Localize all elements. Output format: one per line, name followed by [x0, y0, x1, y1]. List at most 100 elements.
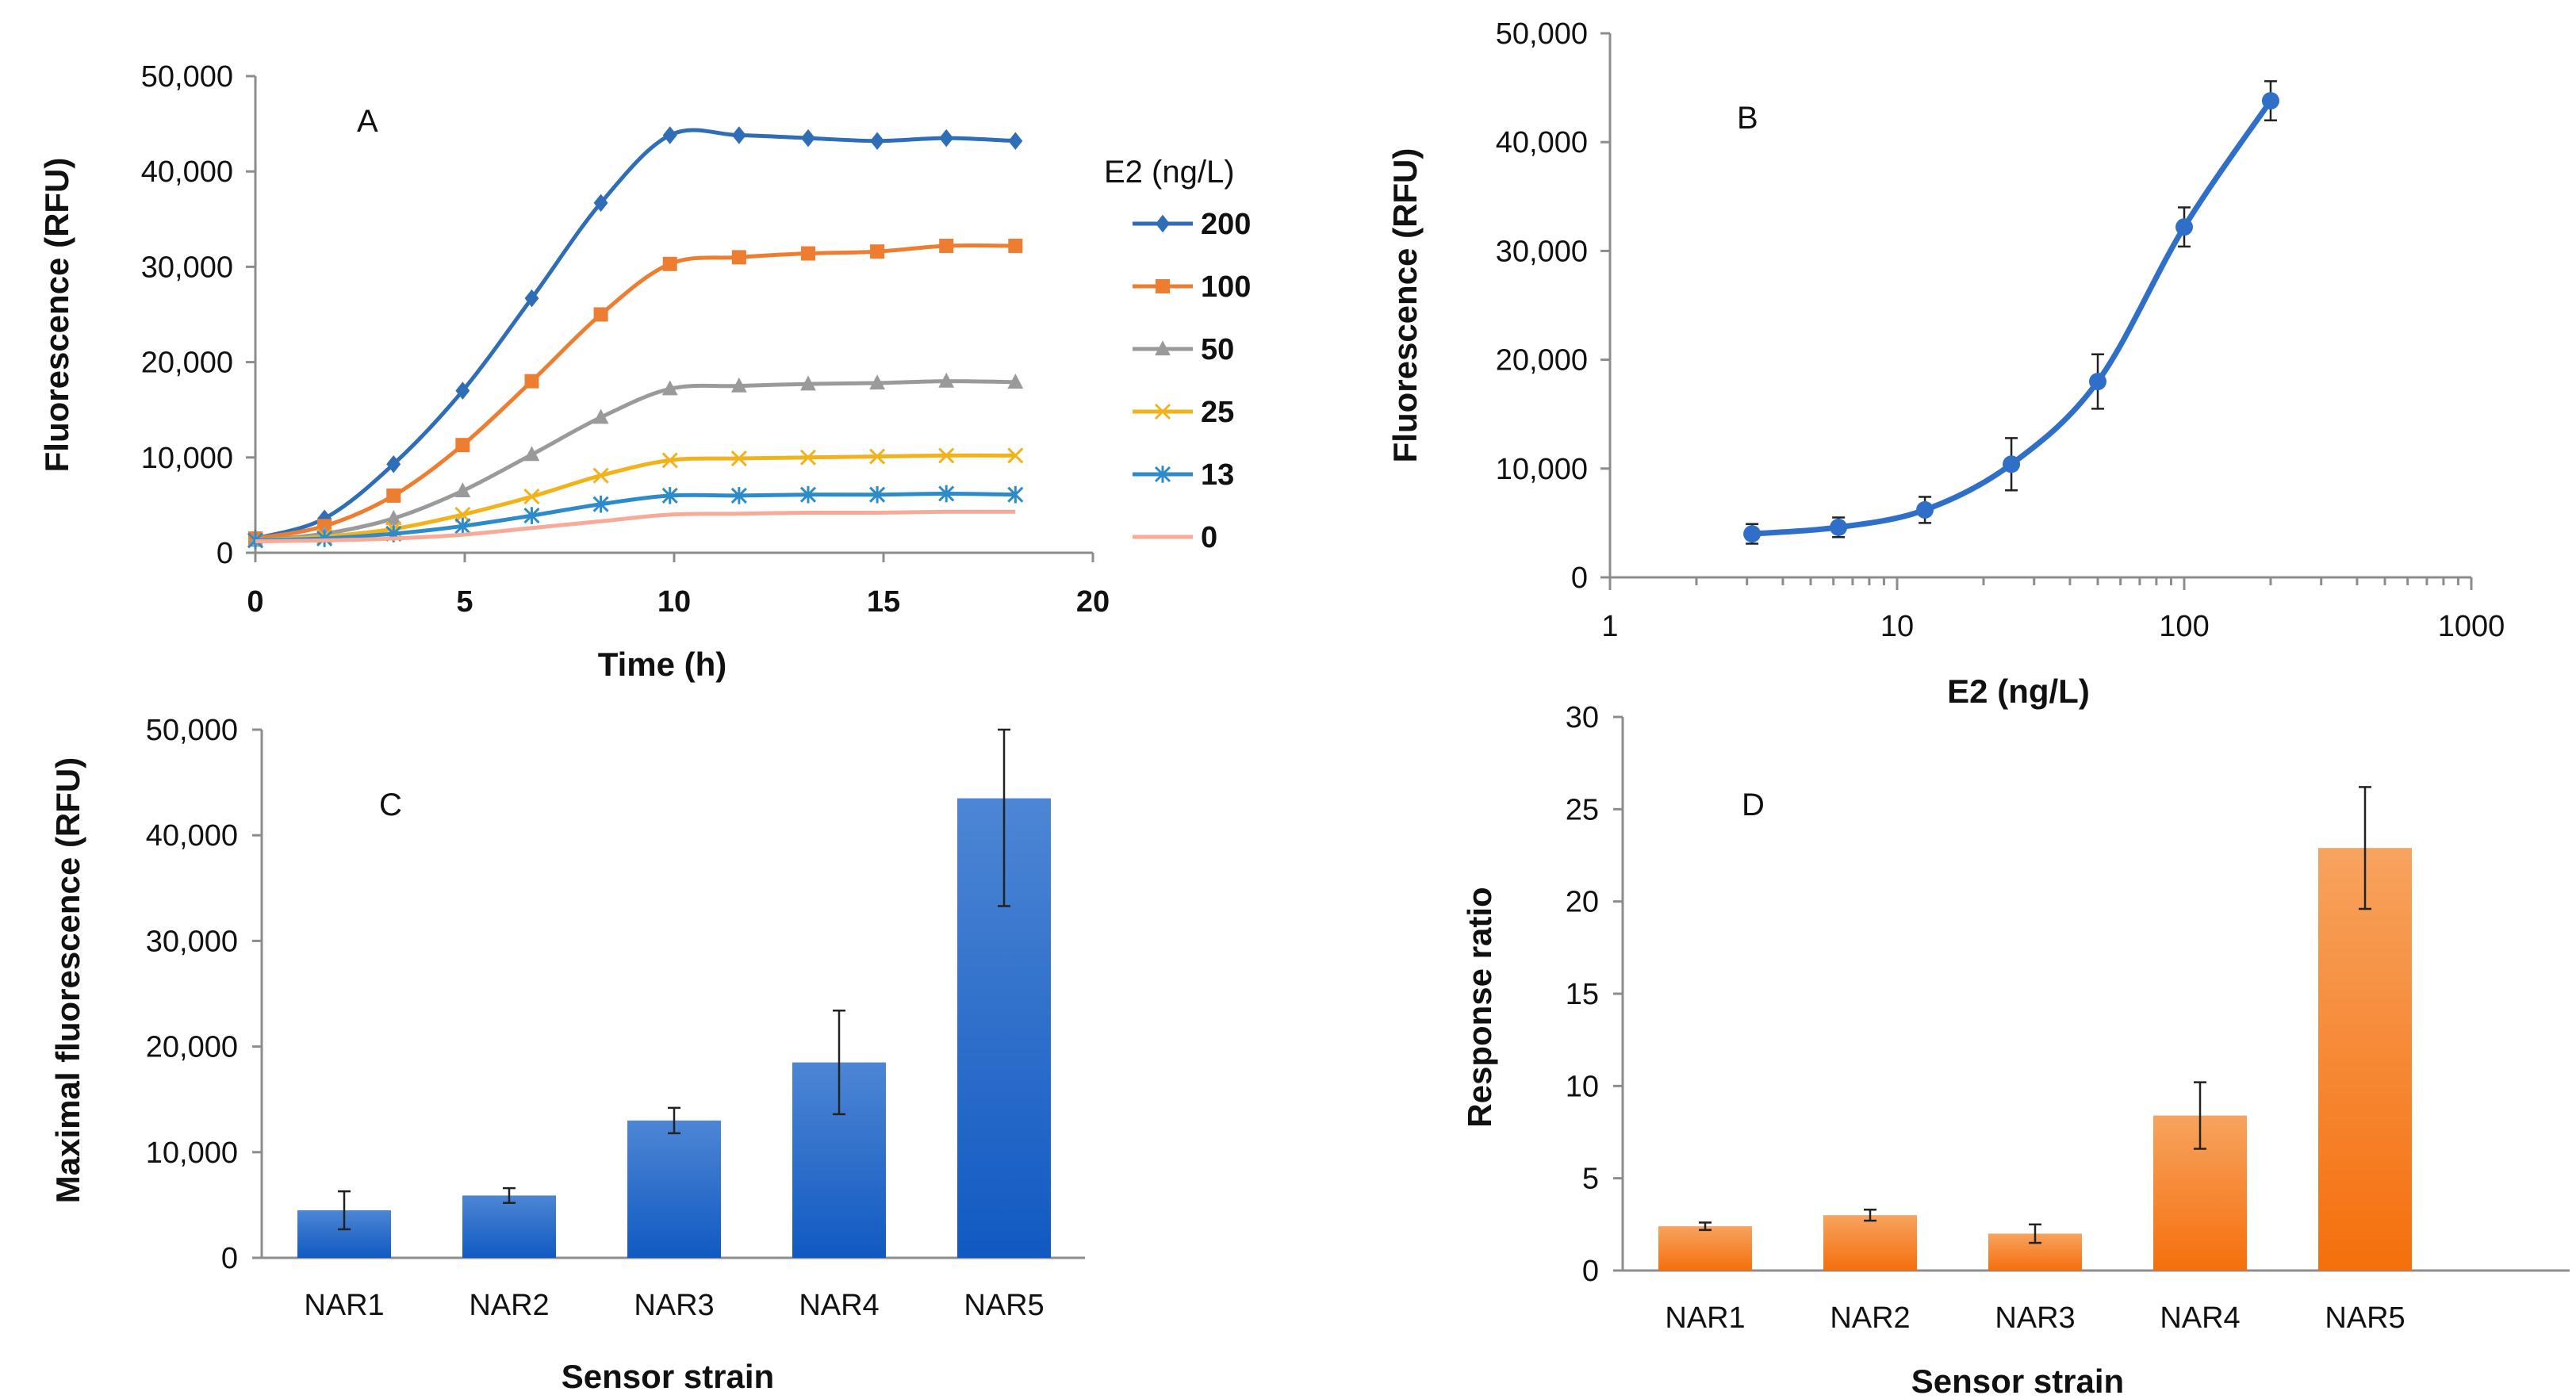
panel-b: 0 10,000 20,000 30,000 40,000 50,000 1 10 100 100… — [1386, 17, 2505, 710]
panel-a-legend-label-200: 200 — [1201, 208, 1251, 241]
panel-d-y-tick-label: 0 — [1582, 1255, 1599, 1288]
panel-c-error-bar — [338, 1190, 351, 1231]
panel-d-y-tick-label: 20 — [1566, 886, 1599, 919]
panel-d-y-tick-label: 30 — [1566, 701, 1599, 734]
panel-a-point-25 — [454, 506, 471, 523]
panel-a-x-title: Time (h) — [598, 646, 727, 683]
panel-a-series-line-0 — [255, 509, 1016, 544]
panel-a-point-50 — [661, 380, 678, 396]
panel-d-y-title: Response ratio — [1461, 887, 1498, 1127]
panel-a-point-13 — [730, 487, 747, 504]
panel-a-point-25 — [730, 450, 747, 467]
panel-a-point-25 — [661, 452, 678, 469]
panel-a-y-tick-label: 30,000 — [141, 251, 233, 284]
panel-a-y-tick-label: 10,000 — [141, 442, 233, 475]
panel-a-legend-label-100: 100 — [1201, 270, 1251, 304]
panel-d-category-label: NAR5 — [2325, 1301, 2405, 1335]
panel-a-ticks: 0 10,000 20,000 30,000 40,000 50,000 0 5 10 15 20 — [141, 60, 1110, 619]
panel-a-legend-marker-25 — [1154, 403, 1171, 420]
panel-d-bars — [1658, 786, 2412, 1271]
panel-d-bar-nar5 — [2318, 848, 2412, 1271]
panel-d-y-tick-label: 10 — [1566, 1070, 1599, 1103]
panel-b-y-tick-label: 50,000 — [1496, 17, 1588, 51]
panel-b-point — [2261, 92, 2279, 110]
panel-c-error-bar — [998, 728, 1010, 907]
panel-d-ticks: 0 5 10 15 20 25 30 NAR1 NAR2 NAR3 NAR4 NAR5 — [1566, 701, 2405, 1335]
panel-a-series-line-50 — [255, 379, 1016, 542]
panel-b-ticks: 0 10,000 20,000 30,000 40,000 50,000 1 10 100 100… — [1496, 17, 2505, 643]
panel-b-point — [2003, 455, 2021, 473]
panel-a-point-25 — [938, 447, 955, 464]
panel-b-y-tick-label: 30,000 — [1496, 235, 1588, 268]
panel-c-error-bar — [668, 1106, 680, 1135]
panel-a-legend-marker-200 — [1156, 214, 1170, 233]
panel-a-y-tick-label: 40,000 — [141, 155, 233, 189]
panel-a-point-50 — [385, 509, 402, 525]
panel-a-x-tick-label: 5 — [456, 585, 473, 619]
panel-a-point-50 — [592, 408, 609, 424]
panel-a-legend-label-13: 13 — [1201, 458, 1234, 492]
panel-a-point-13 — [661, 487, 678, 504]
panel-a-legend-label-0: 0 — [1201, 521, 1217, 554]
panel-a-point-50 — [730, 377, 747, 393]
panel-a-point-13 — [592, 495, 609, 513]
panel-a-point-50 — [938, 372, 955, 388]
panel-a-point-100 — [731, 250, 746, 265]
panel-c: 0 10,000 20,000 30,000 40,000 50,000 NAR1 NAR2 N… — [49, 714, 1085, 1395]
panel-a-point-100 — [386, 488, 401, 503]
panel-a-y-tick-label: 20,000 — [141, 347, 233, 380]
panel-c-category-label: NAR1 — [304, 1289, 384, 1322]
panel-a-point-100 — [870, 244, 885, 259]
panel-a-point-200 — [731, 126, 746, 144]
panel-a-point-13 — [454, 517, 471, 535]
panel-d-x-title: Sensor strain — [1911, 1363, 2124, 1399]
panel-a-point-200 — [939, 128, 954, 148]
panel-b-y-tick-label: 0 — [1571, 562, 1588, 595]
panel-c-category-label: NAR2 — [469, 1289, 549, 1322]
panel-b-y-title: Fluorescence (RFU) — [1386, 148, 1424, 463]
panel-d-y-tick-label: 5 — [1582, 1163, 1599, 1196]
panel-a-point-100 — [524, 374, 539, 389]
panel-b-label: B — [1737, 101, 1758, 136]
panel-c-ticks: 0 10,000 20,000 30,000 40,000 50,000 NAR1 NAR2 N… — [146, 714, 1045, 1322]
panel-a-series-line-13 — [255, 491, 1016, 542]
panel-d-y-tick-label: 25 — [1566, 793, 1599, 826]
panel-a-point-100 — [1008, 238, 1023, 253]
panel-b-x-title: E2 (ng/L) — [1947, 673, 2090, 710]
panel-a-series-line-200 — [255, 128, 1016, 541]
panel-a-legend: E2 (ng/L) 200 100 50 25 13 0 — [1104, 155, 1251, 554]
panel-d-bar-nar2 — [1823, 1215, 1917, 1271]
panel-b-point — [1743, 525, 1761, 543]
panel-a-point-200 — [870, 132, 885, 150]
panel-a-point-25 — [869, 448, 886, 465]
panel-d-error-bar — [2029, 1223, 2041, 1244]
panel-a-legend-marker-13 — [1154, 466, 1171, 483]
panel-b-y-tick-label: 40,000 — [1496, 126, 1588, 159]
panel-d-error-bar — [2359, 786, 2371, 910]
panel-a-point-200 — [386, 454, 401, 473]
panel-a-point-13 — [799, 485, 817, 504]
panel-b-y-tick-label: 10,000 — [1496, 453, 1588, 486]
panel-a-point-200 — [662, 126, 677, 144]
panel-b-x-tick-label: 1000 — [2438, 610, 2505, 643]
panel-a-point-100 — [800, 246, 815, 261]
panel-d-error-bar — [2194, 1081, 2206, 1150]
panel-c-y-tick-label: 30,000 — [146, 925, 238, 958]
panel-a-point-25 — [1007, 447, 1024, 464]
panel-a-x-tick-label: 0 — [247, 585, 263, 619]
panel-b-x-tick-label: 10 — [1880, 610, 1914, 643]
panel-d-bar-nar1 — [1658, 1226, 1752, 1271]
panel-c-y-tick-label: 0 — [221, 1242, 238, 1275]
panel-b-x-tick-label: 1 — [1601, 610, 1618, 643]
panel-a-point-200 — [800, 128, 815, 148]
panel-a-legend-marker-100 — [1156, 279, 1170, 293]
panel-d-category-label: NAR4 — [2160, 1301, 2240, 1335]
panel-a-point-25 — [799, 449, 817, 466]
panel-a-legend-marker-50 — [1155, 340, 1171, 356]
panel-a-point-50 — [800, 375, 816, 391]
panel-a-x-tick-label: 20 — [1076, 585, 1110, 619]
panel-d-label: D — [1742, 788, 1765, 822]
panel-d-category-label: NAR1 — [1665, 1301, 1745, 1335]
panel-c-x-title: Sensor strain — [562, 1358, 774, 1395]
panel-d-category-label: NAR3 — [1995, 1301, 2075, 1335]
